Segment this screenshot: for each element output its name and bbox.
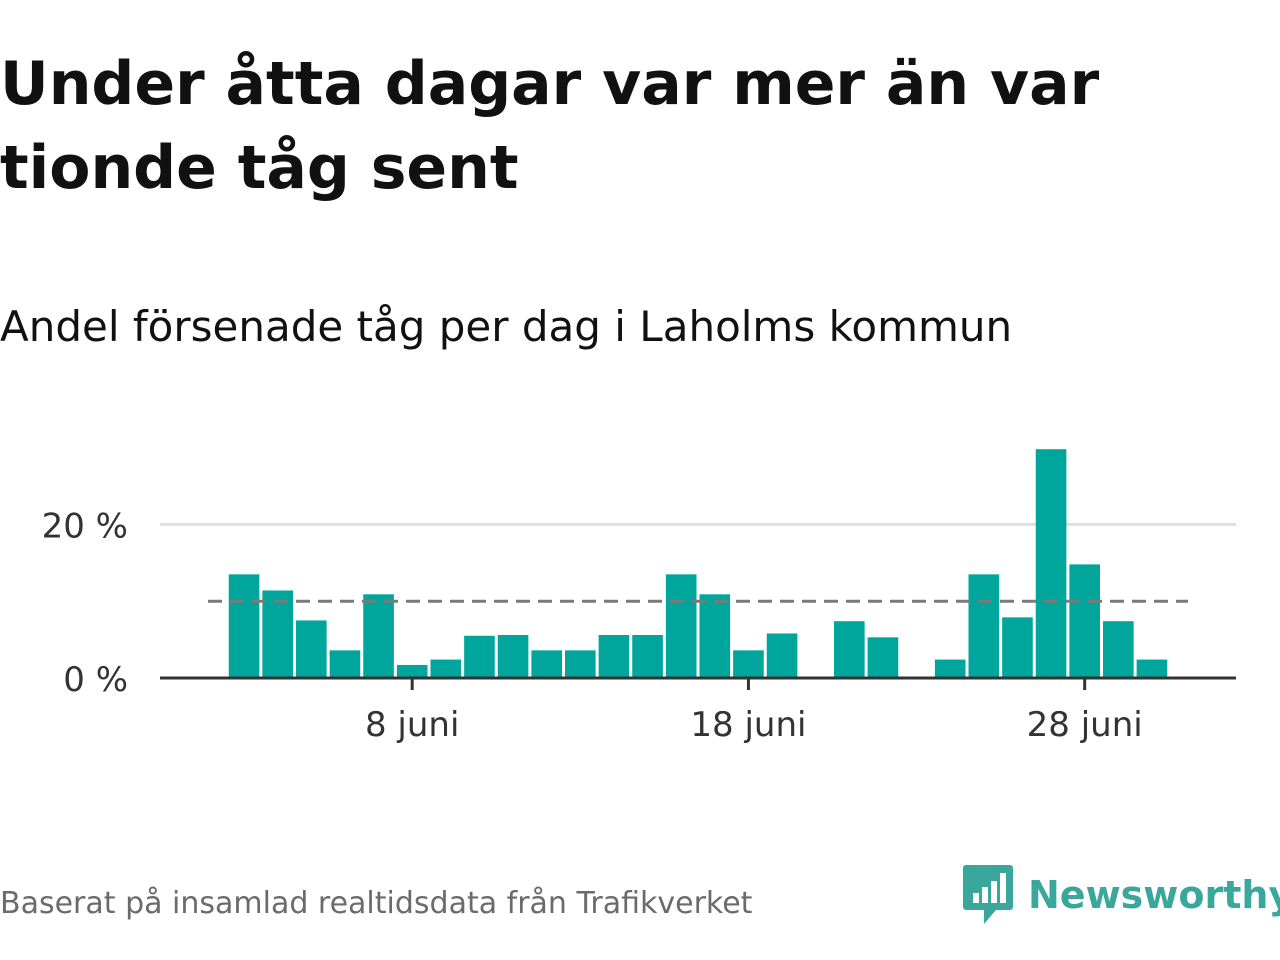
x-tick-label: 8 juni (365, 705, 459, 745)
bar (1035, 449, 1067, 678)
bar (699, 594, 731, 678)
y-tick-label: 0 % (63, 660, 128, 700)
bar (1069, 564, 1100, 678)
bar (228, 574, 260, 678)
bar (531, 650, 562, 678)
newsworthy-logo: Newsworthy (962, 862, 1280, 928)
bar (834, 621, 865, 678)
bar (363, 594, 394, 678)
x-tick-label: 28 juni (1027, 705, 1143, 745)
chart-title: Under åtta dagar var mer än var tionde t… (0, 49, 1100, 203)
bar (867, 637, 899, 678)
source-note: Baserat på insamlad realtidsdata från Tr… (0, 886, 753, 921)
y-tick-label: 20 % (42, 506, 128, 546)
bar-chart-speech-bubble-icon (963, 865, 1013, 924)
bar-chart: 0 % 20 % 8 juni 18 juni 28 juni (42, 449, 1236, 745)
bar (296, 620, 327, 678)
bar (262, 590, 293, 678)
bar (565, 650, 596, 678)
chart-subtitle: Andel försenade tåg per dag i Laholms ko… (0, 302, 1013, 351)
bar (464, 635, 495, 678)
bar (968, 574, 1000, 678)
bar (1136, 659, 1168, 678)
bar (497, 635, 529, 678)
bar (329, 650, 361, 678)
x-tick-label: 18 juni (690, 705, 806, 745)
brand-name: Newsworthy (1028, 873, 1280, 917)
bar (632, 635, 663, 678)
bar (598, 635, 630, 678)
bar (766, 633, 798, 678)
bar (1103, 621, 1134, 678)
bar (396, 664, 428, 678)
bar (665, 574, 697, 678)
bar (430, 659, 462, 678)
bar (934, 659, 966, 678)
bar (1002, 617, 1033, 678)
bar (733, 650, 764, 678)
